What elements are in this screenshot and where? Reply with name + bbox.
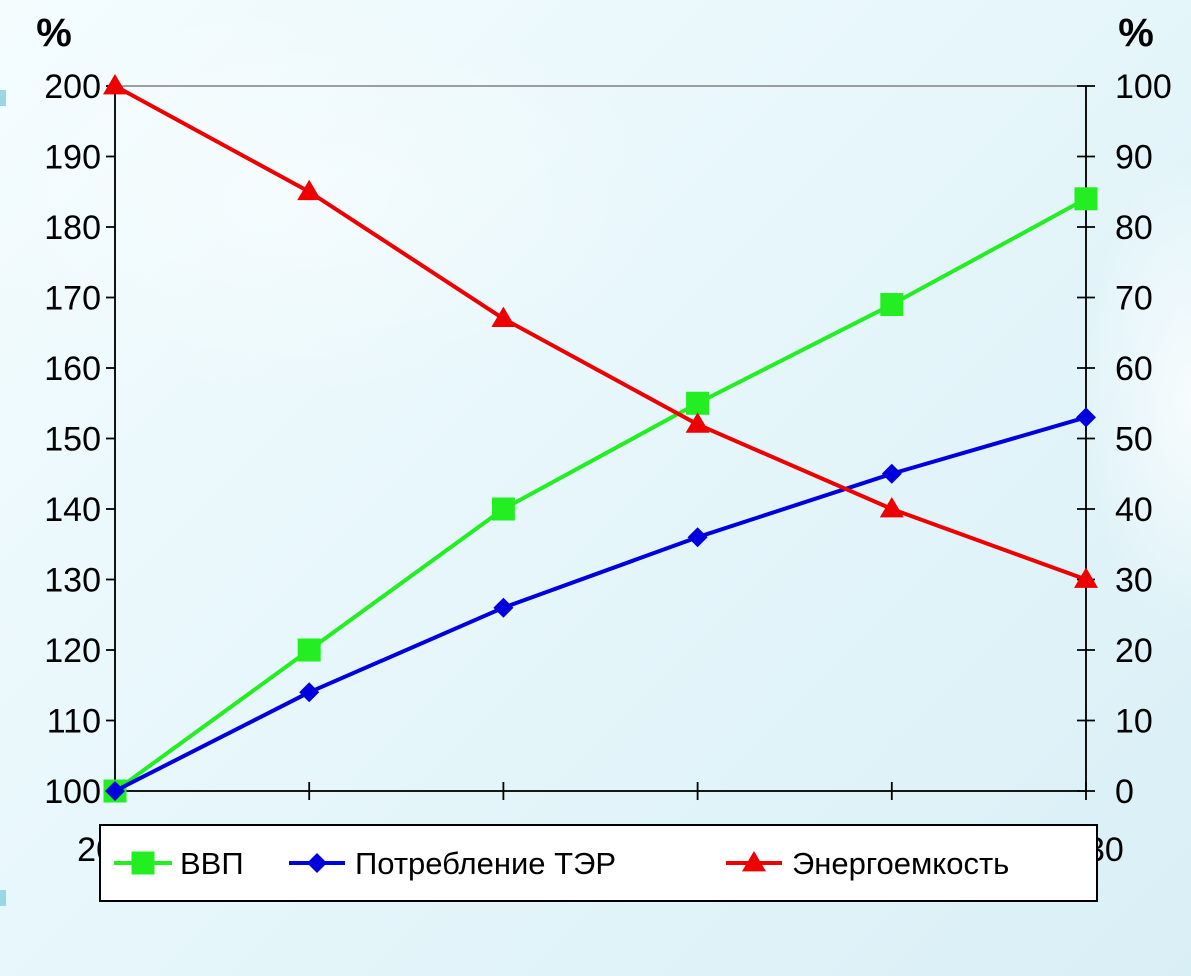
y-right-unit-label: % [1118, 11, 1154, 55]
data-point-consumption [299, 682, 320, 703]
data-point-consumption [687, 527, 708, 548]
data-point-consumption [493, 597, 514, 618]
data-point-gdp [297, 638, 321, 662]
data-point-consumption [105, 781, 125, 801]
legend-label-gdp: ВВП [180, 846, 244, 881]
legend-label-consumption: Потребление ТЭР [355, 846, 616, 881]
legend-marker-energy-intensity [742, 851, 766, 872]
y-left-tick-label: 200 [44, 68, 101, 106]
y-left-tick-label: 180 [44, 209, 101, 247]
y-right-tick-label: 40 [1115, 491, 1153, 529]
y-left-tick-label: 110 [47, 703, 101, 741]
y-right-tick-label: 60 [1115, 350, 1153, 388]
series-line-gdp [113, 197, 1087, 793]
y-left-tick-label: 150 [44, 421, 101, 459]
data-point-energy-intensity [685, 412, 710, 433]
y-right-tick-label: 30 [1115, 562, 1153, 600]
data-point-gdp [1074, 187, 1098, 211]
data-point-energy-intensity [103, 74, 127, 95]
legend-label-energy-intensity: Энергоемкость [792, 846, 1009, 881]
y-left-unit-label: % [36, 11, 72, 55]
legend-marker-gdp [131, 851, 155, 875]
legend-item-gdp: ВВП [114, 846, 244, 881]
y-left-tick-label: 190 [44, 139, 101, 177]
data-point-energy-intensity [491, 306, 516, 328]
data-point-energy-intensity [1074, 567, 1098, 588]
legend-item-energy-intensity: Энергоемкость [726, 846, 1009, 881]
data-point-gdp [491, 497, 515, 521]
data-point-energy-intensity [297, 179, 322, 201]
y-right-tick-label: 100 [1115, 68, 1172, 106]
legend-marker-consumption [307, 853, 327, 873]
y-left-tick-label: 120 [44, 632, 101, 670]
y-left-tick-label: 140 [44, 491, 101, 529]
y-right-tick-label: 0 [1115, 773, 1134, 811]
y-right-tick-label: 10 [1115, 703, 1153, 741]
series-line-consumption [114, 415, 1087, 793]
y-left-tick-label: 100 [44, 773, 101, 811]
data-point-gdp [686, 391, 710, 415]
y-left-tick-label: 160 [44, 350, 101, 388]
y-right-tick-label: 80 [1115, 209, 1153, 247]
legend-item-consumption: Потребление ТЭР [289, 846, 616, 881]
y-right-tick-label: 70 [1115, 280, 1153, 318]
data-point-consumption [1076, 407, 1096, 428]
y-right-tick-label: 50 [1115, 421, 1153, 459]
data-point-energy-intensity [879, 497, 904, 518]
y-left-tick-label: 130 [44, 562, 101, 600]
y-left-tick-label: 170 [44, 280, 101, 318]
legend-box [99, 824, 1098, 902]
data-point-gdp [880, 293, 904, 317]
data-point-consumption [881, 463, 902, 484]
series-line-energy-intensity [114, 84, 1087, 582]
y-right-tick-label: 20 [1115, 632, 1153, 670]
y-right-tick-label: 90 [1115, 139, 1153, 177]
